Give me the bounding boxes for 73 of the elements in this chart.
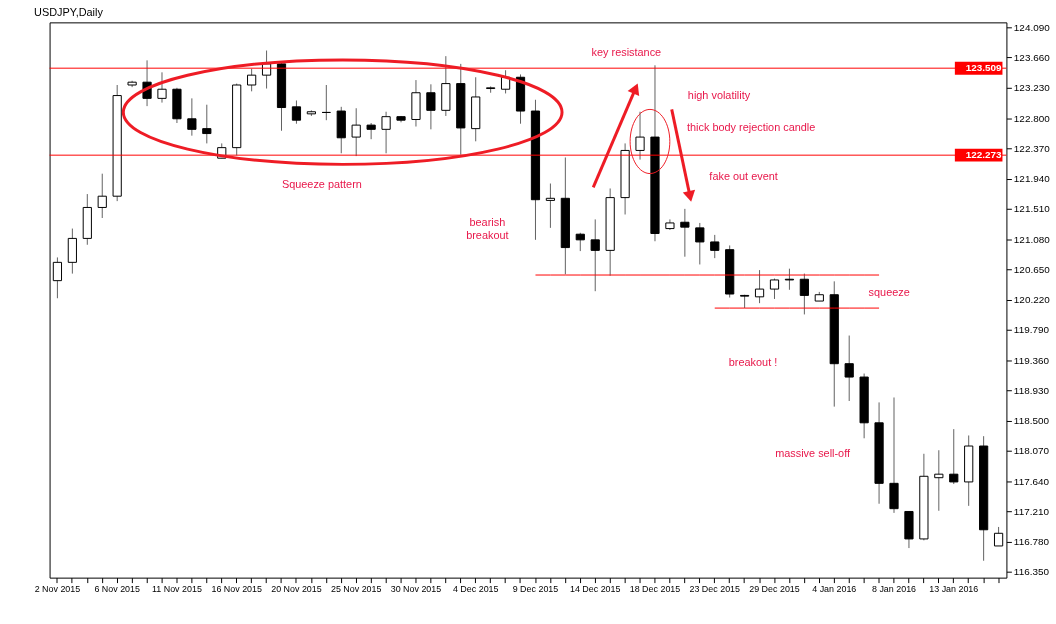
candlestick	[754, 269, 765, 304]
x-tick-label: 20 Nov 2015	[271, 584, 322, 595]
candlestick	[695, 222, 705, 265]
candlestick	[710, 234, 720, 259]
candlestick	[426, 83, 436, 130]
candlestick	[590, 218, 600, 292]
annotation: squeeze	[868, 285, 910, 298]
x-tick-label: 2 Nov 2015	[34, 584, 81, 595]
candlestick	[187, 97, 197, 137]
candlestick	[381, 111, 391, 154]
candlestick	[949, 428, 959, 485]
x-tick-label: 8 Jan 2016	[871, 584, 917, 595]
candlestick	[291, 99, 302, 125]
candlestick	[993, 526, 1004, 547]
candlestick	[97, 173, 107, 219]
candlestick	[67, 228, 77, 275]
candlestick	[366, 122, 376, 140]
x-tick-label: 6 Nov 2015	[94, 584, 140, 595]
y-tick-label: 118.930	[1013, 384, 1050, 396]
candlestick	[799, 273, 809, 315]
y-tick-label: 123.660	[1013, 52, 1051, 64]
candlestick	[247, 68, 257, 92]
candlestick	[52, 256, 63, 299]
x-tick-label: 9 Dec 2015	[512, 584, 559, 595]
annotation: massive sell-off	[775, 446, 851, 459]
annotation: bearish breakout	[466, 216, 509, 241]
candlestick	[157, 71, 167, 104]
y-tick-label: 121.510	[1013, 203, 1051, 215]
x-tick-label: 4 Jan 2016	[812, 584, 857, 595]
annotation: fake out event	[709, 170, 778, 183]
candlestick	[934, 449, 944, 512]
x-tick-label: 29 Dec 2015	[749, 584, 800, 595]
annotation: Squeeze pattern	[281, 177, 362, 190]
y-tick-label: 118.500	[1013, 415, 1050, 427]
y-tick-label: 117.210	[1013, 505, 1050, 517]
annotation: key resistance	[591, 45, 662, 58]
candlestick	[545, 183, 556, 229]
annotation: breakout !	[728, 356, 778, 369]
candlestick	[202, 104, 212, 144]
x-tick-label: 23 Dec 2015	[689, 584, 741, 595]
y-tick-label: 124.090	[1013, 21, 1051, 33]
y-tick-label: 121.940	[1013, 173, 1051, 185]
x-tick-label: 14 Dec 2015	[569, 584, 621, 595]
ref-line-label: 122.273	[965, 149, 1002, 161]
x-tick-label: 4 Dec 2015	[452, 584, 499, 595]
x-tick-label: 25 Nov 2015	[330, 584, 382, 595]
x-tick-label: 30 Nov 2015	[390, 584, 442, 595]
x-tick-label: 18 Dec 2015	[629, 584, 681, 595]
y-tick-label: 122.800	[1013, 112, 1051, 124]
y-tick-label: 122.370	[1013, 142, 1051, 154]
y-tick-label: 116.780	[1013, 536, 1050, 548]
y-tick-label: 119.790	[1013, 324, 1050, 336]
candlestick	[351, 107, 361, 157]
y-tick-label: 118.070	[1013, 445, 1050, 457]
y-tick-label: 117.640	[1013, 475, 1050, 487]
chart-title: USDJPY,Daily	[34, 6, 104, 19]
ref-line-label: 123.509	[965, 62, 1002, 74]
y-tick-label: 119.360	[1013, 354, 1050, 366]
candlestick	[844, 335, 854, 402]
x-tick-label: 13 Jan 2016	[929, 584, 979, 595]
candlestick	[680, 208, 690, 258]
candlestick	[575, 232, 585, 252]
x-tick-label: 11 Nov 2015	[152, 584, 202, 595]
annotation: high volatility	[687, 88, 751, 101]
annotation: thick body rejection candle	[686, 120, 816, 133]
y-tick-label: 121.080	[1013, 233, 1051, 245]
candlestick	[635, 111, 645, 161]
y-tick-label: 116.350	[1013, 566, 1050, 578]
candlestick	[784, 268, 795, 291]
y-tick-label: 120.650	[1013, 263, 1051, 275]
x-tick-label: 16 Nov 2015	[211, 584, 262, 595]
y-tick-label: 123.230	[1013, 82, 1051, 94]
y-tick-label: 120.220	[1013, 294, 1051, 306]
